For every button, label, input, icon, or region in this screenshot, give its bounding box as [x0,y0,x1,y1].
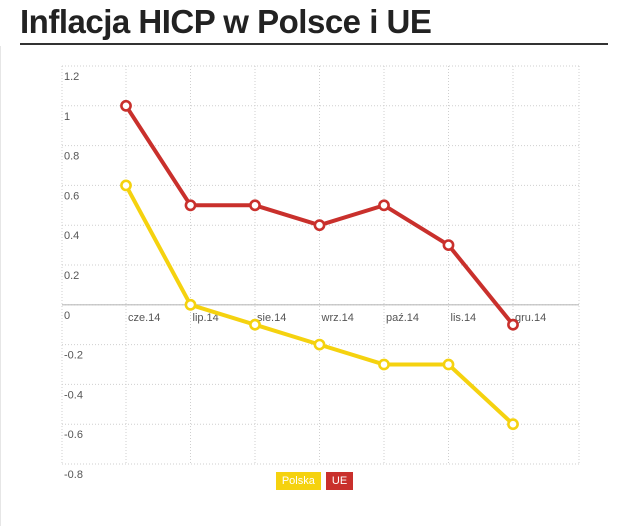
y-tick-label: -0.8 [64,469,83,481]
x-tick-label: paź.14 [386,312,419,324]
y-tick-label: 0.8 [64,151,79,163]
x-tick-labels: cze.14 lip.14 sie.14 wrz.14 paź.14 lis.14 gru.… [128,312,546,324]
page-title: Inflacja HICP w Polsce i UE [20,3,432,40]
y-tick-label: -0.6 [64,429,83,441]
x-tick-label: lis.14 [451,312,477,324]
series-0 [120,179,519,431]
chart-frame [0,46,629,526]
y-tick-labels: 1.2 1 0.8 0.6 0.4 0.2 0 -0.2 -0.4 -0.6 -0.8 [64,71,83,481]
y-tick-label: 0.4 [64,230,79,242]
chart-legend: Polska UE [0,472,629,490]
y-tick-label: -0.2 [64,350,83,362]
x-tick-label: cze.14 [128,312,160,324]
series-layer [120,99,519,431]
data-point[interactable] [507,418,519,431]
data-point[interactable] [120,179,132,192]
data-point[interactable] [184,199,197,212]
legend-item-0[interactable]: Polska [275,472,321,490]
series-1 [120,99,519,331]
data-point[interactable] [313,219,326,232]
data-point[interactable] [507,318,519,331]
x-tick-label: lip.14 [193,312,219,324]
data-point[interactable] [120,99,132,112]
y-tick-label: -0.4 [64,389,83,401]
data-point[interactable] [249,318,261,331]
data-point[interactable] [313,338,326,351]
x-tick-label: sie.14 [257,312,286,324]
data-point[interactable] [249,199,261,212]
title-divider [20,43,608,45]
data-point[interactable] [184,298,197,311]
data-point[interactable] [442,358,455,371]
y-tick-label: 1 [64,111,70,123]
data-point[interactable] [378,199,390,212]
data-point[interactable] [442,239,455,251]
y-tick-label: 1.2 [64,71,79,83]
y-tick-label: 0.2 [64,270,79,282]
y-tick-label: 0 [64,310,70,322]
x-tick-label: wrz.14 [321,312,354,324]
legend-item-1[interactable]: UE [325,472,354,490]
x-tick-label: gru.14 [515,312,546,324]
data-point[interactable] [378,358,390,371]
y-tick-label: 0.6 [64,190,79,202]
